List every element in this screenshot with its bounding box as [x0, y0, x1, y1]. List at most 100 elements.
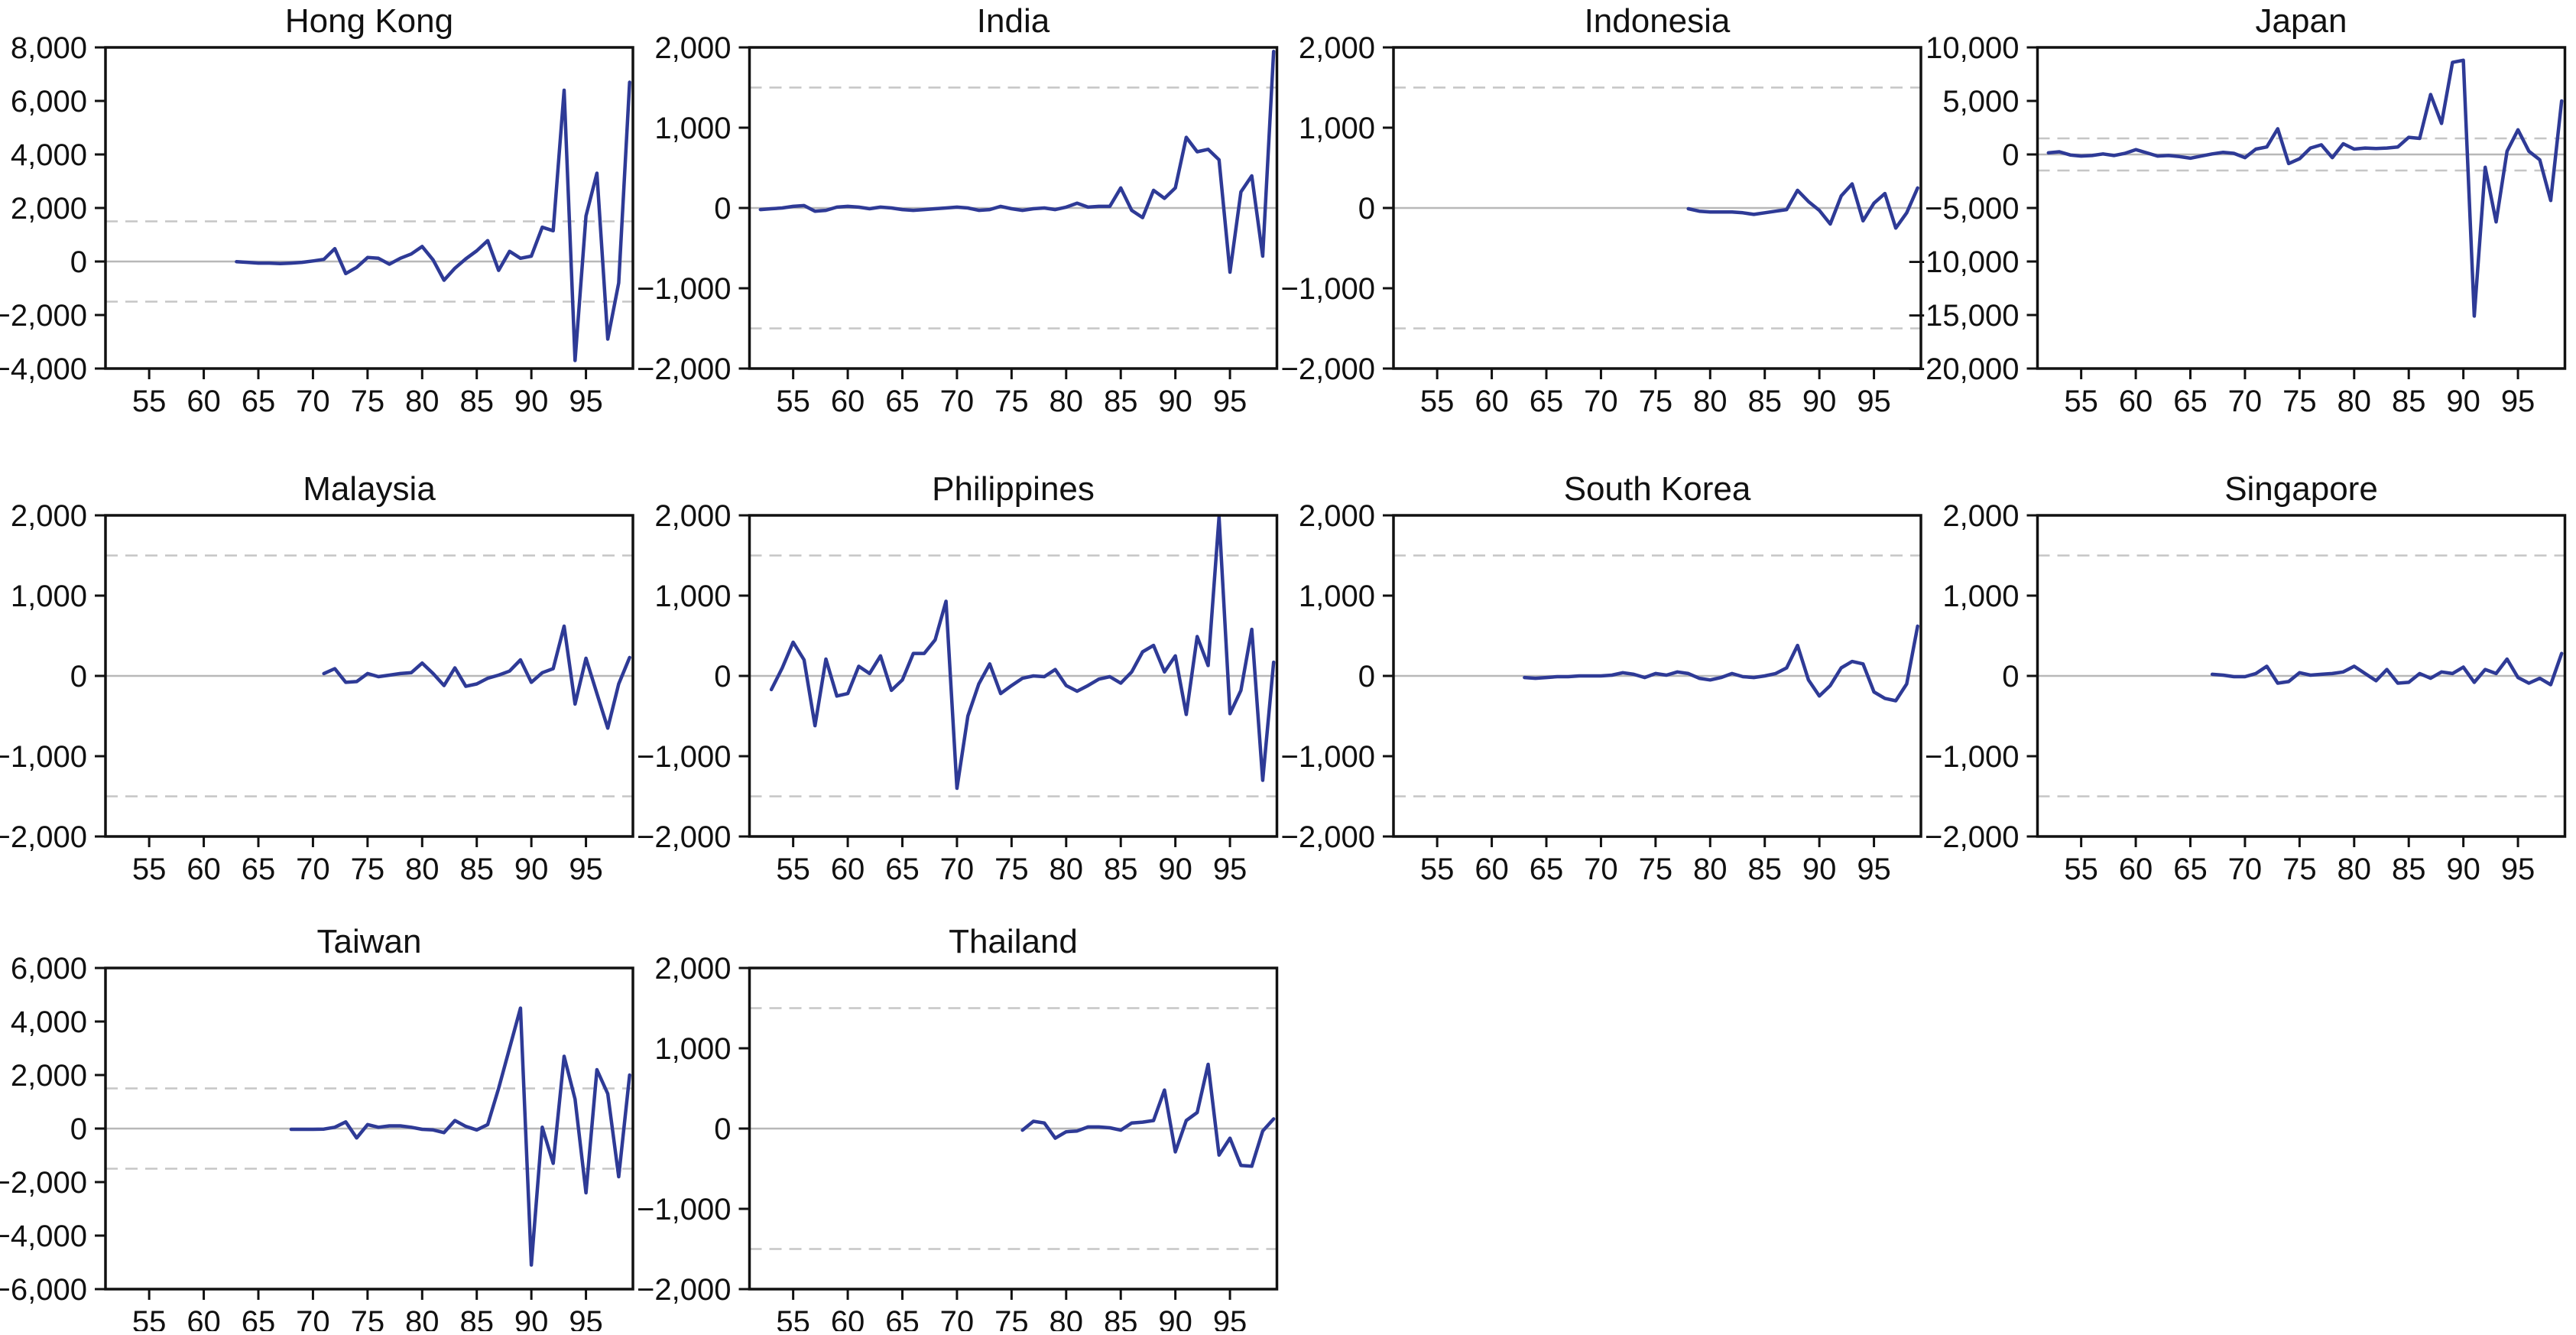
x-tick-label: 70: [940, 1305, 975, 1331]
x-tick-label: 80: [1050, 385, 1084, 418]
x-tick-label: 70: [1584, 385, 1618, 418]
x-tick-label: 90: [514, 385, 549, 418]
x-tick-label: 95: [2501, 853, 2535, 886]
x-tick-label: 90: [2446, 385, 2480, 418]
x-tick-label: 80: [2338, 853, 2372, 886]
x-tick-label: 90: [514, 853, 549, 886]
x-tick-label: 85: [1747, 853, 1782, 886]
x-tick-label: 85: [459, 385, 494, 418]
x-tick-label: 75: [2282, 385, 2317, 418]
x-tick-label: 55: [1420, 853, 1455, 886]
panel-indonesia: 2,000 1,000 0 −1,000 −2,000 55 60 65 70 75 80 85 90 9…: [1281, 2, 1922, 418]
y-tick-label: −5,000: [1925, 192, 2019, 226]
x-tick-label: 95: [2501, 385, 2535, 418]
x-tick-label: 65: [885, 1305, 920, 1331]
panel-title: South Korea: [1564, 470, 1751, 508]
x-tick-label: 75: [1639, 385, 1673, 418]
x-tick-label: 75: [351, 853, 385, 886]
x-tick-label: 75: [2282, 853, 2317, 886]
panel-title: Philippines: [932, 470, 1095, 508]
panel-title: Japan: [2256, 2, 2347, 40]
x-tick-label: 60: [831, 853, 865, 886]
x-tick-label: 60: [831, 1305, 865, 1331]
x-tick-label: 80: [405, 385, 440, 418]
x-tick-label: 90: [1802, 853, 1837, 886]
x-tick-label: 65: [242, 385, 276, 418]
data-line: [322, 624, 631, 730]
y-tick-label: 0: [2002, 138, 2019, 172]
x-tick-label: 55: [132, 1305, 167, 1331]
y-tick-label: −1,000: [1281, 740, 1375, 774]
x-tick-label: 70: [1584, 853, 1618, 886]
x-tick-label: 90: [2446, 853, 2480, 886]
y-tick-label: −2,000: [0, 299, 87, 333]
x-tick-label: 60: [831, 385, 865, 418]
panel-malaysia: 2,000 1,000 0 −1,000 −2,000 55 60 65 70 75 80 85 90 9…: [0, 470, 634, 886]
y-tick-label: 0: [70, 660, 87, 693]
x-tick-label: 90: [514, 1305, 549, 1331]
y-tick-label: 1,000: [1942, 580, 2019, 613]
y-tick-label: 0: [70, 1112, 87, 1146]
x-tick-label: 60: [187, 853, 221, 886]
x-tick-label: 85: [2392, 853, 2426, 886]
x-tick-label: 90: [1158, 1305, 1192, 1331]
y-tick-label: 2,000: [1942, 499, 2019, 533]
x-tick-label: 80: [1050, 853, 1084, 886]
x-tick-label: 75: [994, 1305, 1029, 1331]
x-tick-label: 65: [2173, 853, 2208, 886]
x-tick-label: 55: [776, 385, 810, 418]
y-tick-label: −4,000: [0, 1220, 87, 1253]
y-tick-label: 2,000: [11, 499, 87, 533]
x-tick-label: 95: [1857, 385, 1891, 418]
data-line: [1020, 1062, 1276, 1168]
x-tick-label: 70: [296, 853, 330, 886]
plot-box: [2036, 46, 2567, 370]
x-tick-label: 80: [1693, 853, 1728, 886]
panel-taiwan: 6,000 4,000 2,000 0 −2,000 −4,000 −6,000 55 60 65…: [0, 923, 634, 1335]
panel-singapore: 2,000 1,000 0 −1,000 −2,000 55 60 65 70 75 80 85 90 9…: [1925, 470, 2567, 886]
y-tick-label: 5,000: [1942, 85, 2019, 119]
x-tick-label: 60: [2119, 853, 2153, 886]
x-tick-label: 95: [1213, 1305, 1247, 1331]
x-tick-label: 95: [1857, 853, 1891, 886]
y-tick-label: 0: [70, 245, 87, 279]
y-tick-label: 6,000: [11, 85, 87, 119]
y-tick-label: 2,000: [654, 31, 731, 65]
y-tick-label: 8,000: [11, 31, 87, 65]
x-tick-label: 65: [2173, 385, 2208, 418]
x-tick-label: 75: [351, 1305, 385, 1331]
y-tick-label: 4,000: [11, 1005, 87, 1039]
data-line: [2210, 651, 2564, 687]
x-tick-label: 70: [296, 385, 330, 418]
x-tick-label: 75: [1639, 853, 1673, 886]
x-tick-label: 90: [1158, 385, 1192, 418]
y-tick-label: 0: [1358, 660, 1375, 693]
y-tick-label: 1,000: [1299, 112, 1375, 145]
y-tick-label: −1,000: [637, 272, 731, 306]
x-tick-label: 60: [2119, 385, 2153, 418]
x-tick-label: 90: [1802, 385, 1837, 418]
data-line: [1686, 182, 1919, 230]
x-tick-label: 85: [459, 853, 494, 886]
x-tick-label: 85: [2392, 385, 2426, 418]
y-tick-label: −2,000: [637, 820, 731, 854]
x-tick-label: 70: [2228, 853, 2263, 886]
panel-title: India: [977, 2, 1050, 40]
y-tick-label: −2,000: [1281, 352, 1375, 386]
y-tick-label: 10,000: [1926, 31, 2019, 65]
y-tick-label: 2,000: [11, 1059, 87, 1093]
y-tick-label: −1,000: [1925, 740, 2019, 774]
y-tick-label: 2,000: [11, 192, 87, 226]
y-tick-label: 0: [714, 1112, 731, 1146]
y-tick-label: −1,000: [1281, 272, 1375, 306]
panel-title: Taiwan: [317, 923, 422, 960]
y-tick-label: 2,000: [654, 499, 731, 533]
x-tick-label: 65: [885, 385, 920, 418]
data-line: [758, 50, 1276, 274]
x-tick-label: 60: [187, 1305, 221, 1331]
y-tick-label: 0: [714, 660, 731, 693]
panel-south-korea: 2,000 1,000 0 −1,000 −2,000 55 60 65 70 75 80 85 90 9…: [1281, 470, 1922, 886]
x-tick-label: 85: [1104, 1305, 1138, 1331]
